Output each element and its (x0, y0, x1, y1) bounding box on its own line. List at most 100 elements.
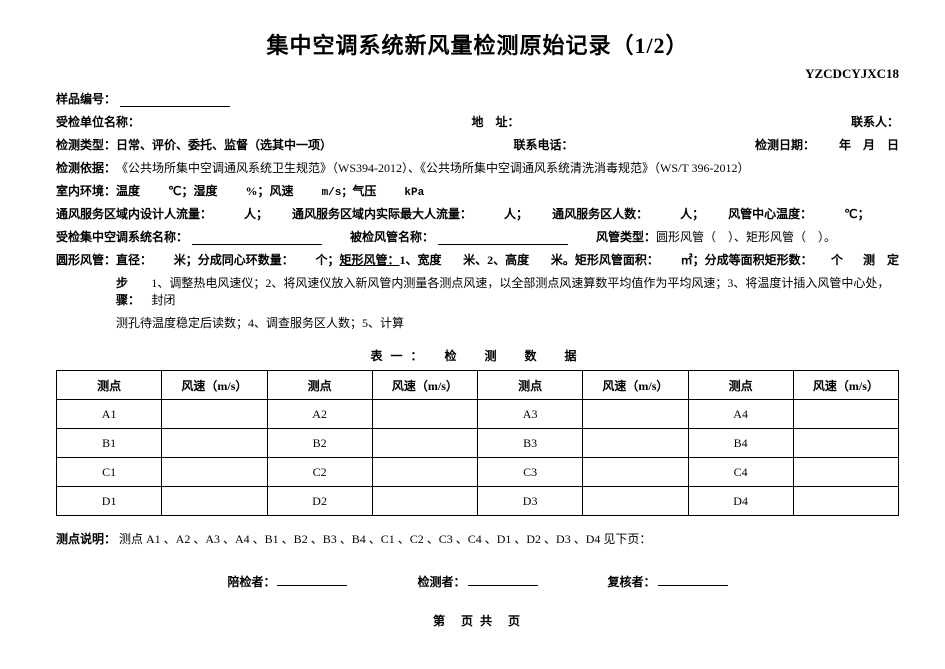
pt-note: 测点说明： 测点 A1 、A2 、A3 、A4 、B1 、B2 、B3 、B4 … (56, 530, 899, 547)
label-center-temp: 风管中心温度： (728, 205, 812, 222)
label-accompany: 陪检者： (227, 571, 347, 590)
td[interactable] (372, 400, 477, 429)
label-test-type: 检测类型： (56, 136, 116, 153)
label-temp: 温度 (116, 182, 140, 199)
td[interactable] (583, 458, 688, 487)
data-table: 测点 风速（m/s） 测点 风速（m/s） 测点 风速（m/s） 测点 风速（m… (56, 370, 899, 516)
steps-text2: 测孔待温度稳定后读数；4、调查服务区人数；5、计算 (116, 314, 404, 331)
label-sample-no: 样品编号： (56, 90, 116, 107)
sign-row: 陪检者： 检测者： 复核者： (56, 571, 899, 590)
td[interactable] (583, 400, 688, 429)
td: C1 (57, 458, 162, 487)
accompany-text: 陪检者： (227, 575, 275, 589)
date-fmt: 年 月 日 (839, 136, 899, 153)
unit-person3: 人； (680, 205, 704, 222)
page-footer: 第 页 共 页 (56, 612, 899, 629)
test-type-opts: 日常、评价、委托、监督（选其中一项） (116, 136, 332, 153)
table-row: B1 B2 B3 B4 (57, 429, 899, 458)
row-sysname: 受检集中空调系统名称： 被检风管名称： 风管类型： 圆形风管（ ）、矩形风管（ … (56, 228, 899, 245)
label-indoor-env: 室内环境： (56, 182, 116, 199)
label-actual-flow: 通风服务区域内实际最大人流量： (292, 205, 472, 222)
td[interactable] (162, 429, 267, 458)
blank-tester[interactable] (468, 571, 538, 586)
pt-note-text: 测点 A1 、A2 、A3 、A4 、B1 、B2 、B3 、B4 、C1 、C… (119, 532, 651, 546)
td: D3 (478, 487, 583, 516)
unit-ms: m/s； (322, 183, 353, 199)
td[interactable] (793, 458, 898, 487)
label-phone: 联系电话： (514, 136, 574, 153)
label-basis: 检测依据： (56, 159, 116, 176)
td: C3 (478, 458, 583, 487)
td[interactable] (793, 400, 898, 429)
label-measure: 测 定 (863, 251, 899, 268)
td[interactable] (162, 400, 267, 429)
label-design-flow: 通风服务区域内设计人流量： (56, 205, 212, 222)
td: A3 (478, 400, 583, 429)
label-duct-name: 被检风管名称： (350, 228, 434, 245)
th: 风速（m/s） (372, 371, 477, 400)
label-hum: 湿度 (194, 182, 218, 199)
page-title: 集中空调系统新风量检测原始记录（1/2） (56, 28, 899, 60)
th: 测点 (688, 371, 793, 400)
label-wind: 风速 (270, 182, 294, 199)
tester-text: 检测者： (417, 575, 465, 589)
blank-sample-no[interactable] (120, 92, 230, 107)
td[interactable] (583, 429, 688, 458)
pt-note-label: 测点说明： (56, 532, 116, 546)
label-round-duct: 圆形风管： (56, 251, 116, 268)
table-caption: 表一： 检 测 数 据 (56, 347, 899, 364)
doc-code: YZCDCYJXC18 (56, 66, 899, 82)
unit-deg: ℃； (168, 182, 193, 199)
td[interactable] (162, 487, 267, 516)
label-sys-name: 受检集中空调系统名称： (56, 228, 188, 245)
label-unit-name: 受检单位名称： (56, 113, 140, 130)
page: 集中空调系统新风量检测原始记录（1/2） YZCDCYJXC18 样品编号： 受… (0, 0, 945, 669)
row-test-type: 检测类型： 日常、评价、委托、监督（选其中一项） 联系电话： 检测日期： 年 月… (56, 136, 899, 153)
label-rect-area: 米。矩形风管面积： (551, 251, 659, 268)
td[interactable] (372, 458, 477, 487)
label-rect-duct: 矩形风管： (339, 251, 399, 268)
td: B2 (267, 429, 372, 458)
td: B1 (57, 429, 162, 458)
td: A2 (267, 400, 372, 429)
table-header-row: 测点 风速（m/s） 测点 风速（m/s） 测点 风速（m/s） 测点 风速（m… (57, 371, 899, 400)
td[interactable] (162, 458, 267, 487)
td[interactable] (372, 429, 477, 458)
row-env: 室内环境： 温度 ℃； 湿度 %； 风速 m/s； 气压 kPa (56, 182, 899, 199)
th: 测点 (57, 371, 162, 400)
label-address: 地 址： (472, 113, 520, 130)
td: C2 (267, 458, 372, 487)
label-contact: 联系人： (851, 113, 899, 130)
label-press: 气压 (352, 182, 376, 199)
unit-person2: 人； (504, 205, 528, 222)
td[interactable] (793, 487, 898, 516)
td: B4 (688, 429, 793, 458)
label-ring: 分成同心环数量： (198, 251, 294, 268)
unit-ge2: 个 (831, 251, 843, 268)
label-reviewer: 复核者： (608, 571, 728, 590)
steps-text1: 1、调整热电风速仪；2、将风速仪放入新风管内测量各测点风速，以全部测点风速算数平… (151, 274, 899, 308)
th: 测点 (478, 371, 583, 400)
blank-sys-name[interactable] (192, 230, 322, 245)
th: 风速（m/s） (793, 371, 898, 400)
basis-text: 《公共场所集中空调通风系统卫生规范》（WS394-2012）、《公共场所集中空调… (116, 159, 749, 176)
label-diameter: 直径： (116, 251, 152, 268)
row-steps: 步骤： 1、调整热电风速仪；2、将风速仪放入新风管内测量各测点风速，以全部测点风… (56, 274, 899, 308)
th: 风速（m/s） (583, 371, 688, 400)
duct-type-opts: 圆形风管（ ）、矩形风管（ ）。 (656, 228, 836, 245)
table-row: C1 C2 C3 C4 (57, 458, 899, 487)
blank-accompany;[interactable] (277, 571, 347, 586)
td: D1 (57, 487, 162, 516)
row-round-duct: 圆形风管： 直径： 米； 分成同心环数量： 个； 矩形风管： 1、宽度 米、2、… (56, 251, 899, 268)
blank-duct-name[interactable] (438, 230, 568, 245)
td[interactable] (372, 487, 477, 516)
unit-kpa: kPa (404, 187, 424, 199)
td[interactable] (583, 487, 688, 516)
td: A4 (688, 400, 793, 429)
blank-reviewer[interactable] (658, 571, 728, 586)
td[interactable] (793, 429, 898, 458)
row-basis: 检测依据： 《公共场所集中空调通风系统卫生规范》（WS394-2012）、《公共… (56, 159, 899, 176)
label-steps: 步骤： (116, 274, 151, 308)
label-tester: 检测者： (417, 571, 537, 590)
th: 测点 (267, 371, 372, 400)
